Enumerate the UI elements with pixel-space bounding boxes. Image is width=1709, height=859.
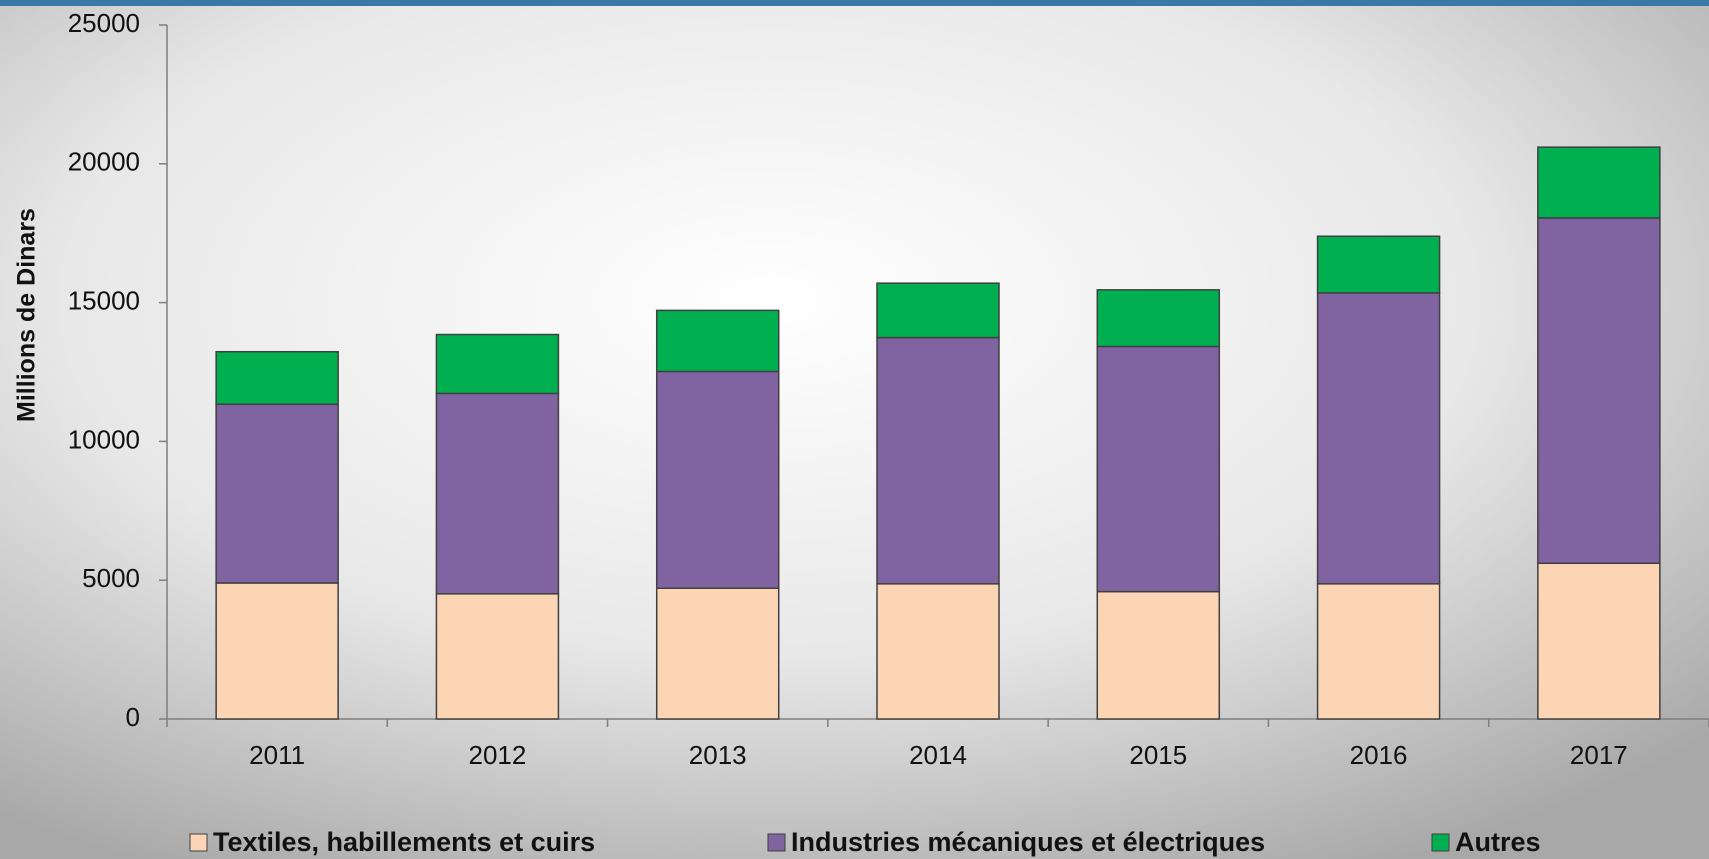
legend-label: Industries mécaniques et électriques [791,827,1265,857]
bar-segment [1537,217,1661,565]
bar-segment [215,350,339,405]
bar-segment [1316,583,1441,720]
bar-segment [1316,235,1441,294]
y-tick-label: 15000 [68,285,140,315]
legend-swatch [1431,833,1450,852]
bar-segment [1537,146,1661,219]
x-tick-label: 2013 [689,740,747,770]
y-tick-label: 10000 [68,424,140,454]
y-axis-label: Millions de Dinars [13,208,41,422]
x-tick-label: 2016 [1350,740,1408,770]
legend-swatch [189,833,208,852]
bar-segment [435,392,560,595]
x-tick-label: 2011 [249,740,305,770]
bar-segment [1096,345,1221,593]
x-tick-label: 2015 [1129,740,1187,770]
bar-segment [1537,562,1661,720]
x-tick-label: 2012 [469,740,527,770]
y-tick-label: 25000 [68,8,140,38]
bar-segment [655,370,780,590]
bar-segment [1316,292,1441,585]
bar-segment [655,587,780,720]
y-tick-label: 0 [126,702,140,732]
bar-segment [215,403,339,584]
bar-segment [655,309,780,373]
y-tick-label: 5000 [82,563,140,593]
bar-segment [435,593,560,720]
y-tick-label: 20000 [68,147,140,177]
bar-segment [215,582,339,720]
bar-segment [876,336,1000,585]
bar-segment [876,282,1000,339]
bar-segment [1096,289,1221,348]
legend-label: Autres [1455,827,1541,857]
x-tick-label: 2017 [1570,740,1628,770]
legend-label: Textiles, habillements et cuirs [213,827,595,857]
bar-segment [435,333,560,395]
bar-segment [1096,590,1221,720]
bar-segment [876,583,1000,720]
legend-swatch [767,833,786,852]
x-tick-label: 2014 [909,740,967,770]
top-bar [0,0,1709,6]
